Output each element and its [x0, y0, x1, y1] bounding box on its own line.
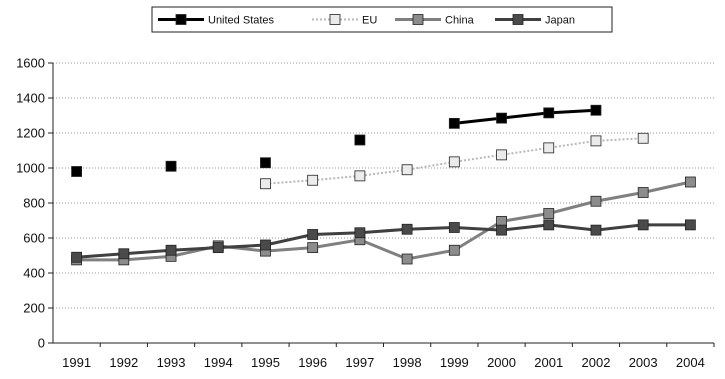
- x-tick-label: 2003: [629, 355, 658, 370]
- legend-label: EU: [362, 15, 377, 27]
- legend-label: United States: [208, 15, 275, 27]
- data-point: [307, 174, 319, 186]
- legend: United States EU China Japan: [151, 6, 613, 33]
- x-tick-label: 1994: [204, 355, 233, 370]
- data-point: [71, 251, 83, 263]
- data-point: [260, 157, 271, 169]
- data-point: [590, 104, 602, 116]
- legend-label: China: [445, 15, 475, 27]
- legend-marker: [175, 14, 187, 25]
- data-point: [118, 248, 130, 260]
- series-line: [454, 108, 597, 125]
- x-tick-label: 2004: [676, 355, 705, 370]
- data-point: [354, 134, 366, 146]
- y-tick-label: 1600: [16, 56, 45, 71]
- series-line: [265, 137, 644, 185]
- y-tick-label: 800: [23, 196, 45, 211]
- y-tick-label: 1000: [16, 161, 45, 176]
- x-tick-label: 1993: [157, 355, 186, 370]
- y-tick-label: 1400: [16, 91, 45, 106]
- x-tick-label: 1999: [440, 355, 469, 370]
- data-point: [71, 166, 83, 177]
- data-point: [496, 112, 507, 124]
- x-tick-label: 2001: [534, 355, 563, 370]
- data-point: [543, 208, 555, 219]
- data-point: [401, 164, 413, 176]
- grid-lines: [53, 62, 714, 309]
- data-point: [212, 242, 224, 254]
- legend-marker: [512, 14, 524, 25]
- data-point: [354, 170, 366, 182]
- series-layer: [71, 104, 696, 266]
- data-point: [260, 178, 271, 190]
- data-point: [401, 253, 413, 265]
- data-point: [354, 227, 366, 239]
- data-point: [590, 135, 602, 147]
- y-tick-label: 1200: [16, 126, 45, 141]
- data-point: [448, 156, 460, 168]
- x-tick-label: 1996: [298, 355, 327, 370]
- legend-label: Japan: [545, 15, 575, 27]
- data-point: [496, 149, 507, 161]
- legend-marker: [412, 14, 424, 25]
- data-point: [448, 117, 460, 129]
- data-point: [448, 222, 460, 233]
- data-point: [260, 239, 271, 251]
- series-eu: [260, 132, 649, 190]
- x-tick-label: 1992: [109, 355, 138, 370]
- x-tick-label: 1991: [62, 355, 91, 370]
- x-tick-label: 1995: [251, 355, 280, 370]
- data-point: [448, 244, 460, 256]
- data-point: [590, 224, 602, 236]
- x-tick-label: 2000: [487, 355, 516, 370]
- legend-marker: [329, 14, 341, 25]
- data-point: [543, 107, 555, 119]
- tick-labels: 0 200 400 600 800 1000 1200 1400 1600 1991 1992 199…: [16, 56, 705, 371]
- data-point: [637, 132, 649, 144]
- data-point: [401, 223, 413, 235]
- data-point: [496, 224, 507, 236]
- series-united-states: [71, 104, 602, 177]
- data-point: [684, 176, 696, 188]
- data-point: [543, 219, 555, 231]
- data-point: [307, 229, 319, 240]
- x-tick-label: 1997: [345, 355, 374, 370]
- series-line: [76, 180, 691, 262]
- data-point: [165, 244, 177, 256]
- data-point: [543, 142, 555, 154]
- data-point: [684, 219, 696, 231]
- data-point: [590, 195, 602, 207]
- axes: [48, 62, 715, 347]
- data-point: [637, 219, 649, 231]
- series-line: [76, 223, 691, 259]
- data-point: [637, 187, 649, 198]
- data-point: [165, 160, 177, 172]
- y-tick-label: 200: [23, 301, 45, 316]
- series-japan: [71, 219, 696, 263]
- x-tick-label: 2002: [582, 355, 611, 370]
- y-tick-label: 400: [23, 266, 45, 281]
- data-point: [307, 242, 319, 254]
- y-tick-label: 600: [23, 231, 45, 246]
- y-tick-label: 0: [38, 336, 45, 351]
- x-tick-label: 1998: [393, 355, 422, 370]
